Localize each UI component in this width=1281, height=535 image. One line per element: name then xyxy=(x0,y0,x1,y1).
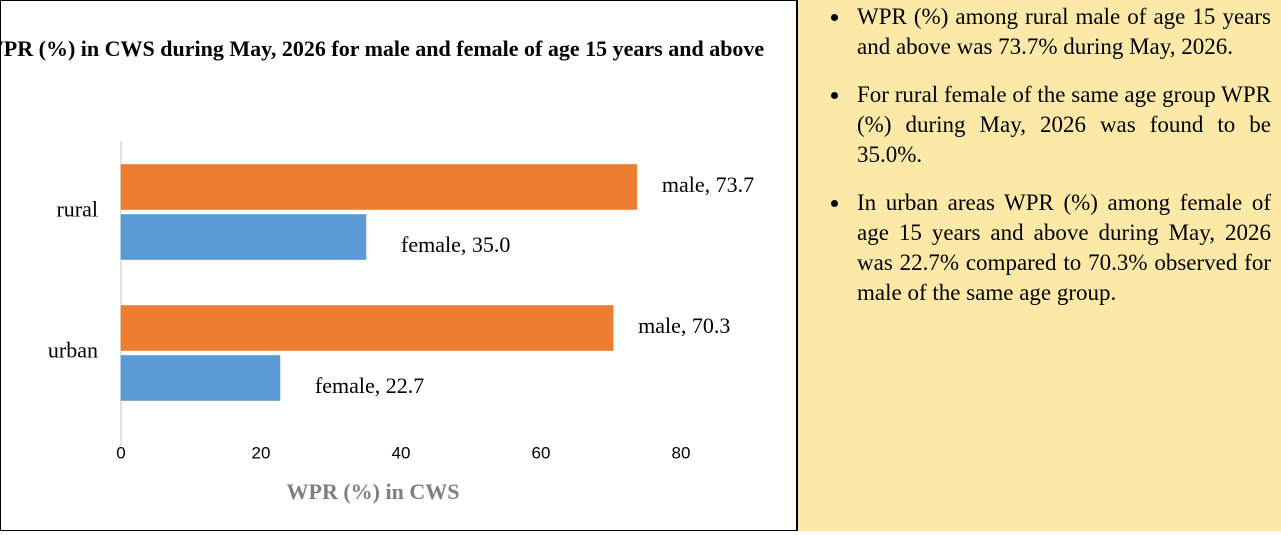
x-tick-label: 60 xyxy=(532,443,551,462)
chart-box: WPR (%) in CWS during May, 2026 for male… xyxy=(0,0,797,531)
bar xyxy=(120,305,614,351)
x-tick-label: 80 xyxy=(672,443,691,462)
bullet-list: WPR (%) among rural male of age 15 years… xyxy=(798,0,1281,308)
chart: WPR (%) in CWS during May, 2026 for male… xyxy=(0,36,764,504)
bar xyxy=(120,164,638,210)
chart-title: WPR (%) in CWS during May, 2026 for male… xyxy=(1,36,764,61)
x-axis-label: WPR (%) in CWS xyxy=(287,479,460,504)
y-tick-label: rural xyxy=(56,197,98,222)
bar xyxy=(120,355,281,401)
data-label: female, 35.0 xyxy=(401,232,510,257)
x-tick-label: 0 xyxy=(116,443,125,462)
bar xyxy=(120,214,367,260)
x-tick-label: 20 xyxy=(252,443,271,462)
bullet: For rural female of the same age group W… xyxy=(851,80,1271,170)
notes-panel: WPR (%) among rural male of age 15 years… xyxy=(797,0,1281,531)
data-label: male, 70.3 xyxy=(638,313,730,338)
y-tick-label: urban xyxy=(48,338,98,363)
data-label: male, 73.7 xyxy=(662,172,754,197)
x-tick-label: 40 xyxy=(392,443,411,462)
bullet: WPR (%) among rural male of age 15 years… xyxy=(851,2,1271,62)
data-label: female, 22.7 xyxy=(315,373,424,398)
bullet: In urban areas WPR (%) among female of a… xyxy=(851,188,1271,308)
